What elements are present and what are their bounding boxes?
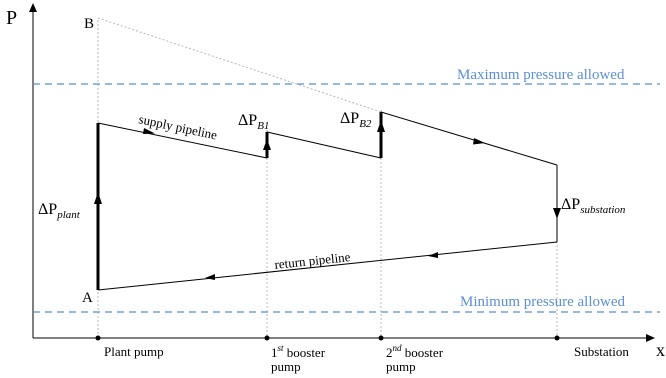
booster-1-label: 1st booster [271,343,326,360]
supply-segment-1 [97,122,268,159]
x-axis-arrow-icon [646,334,655,342]
booster-2-arrow-icon [377,120,385,132]
min-pressure-label: Minimum pressure allowed [460,294,625,310]
delta-p-plant-label: ΔPplant [38,201,81,221]
point-b-label: B [84,16,94,32]
delta-p-b1-label: ΔPB1 [238,112,269,132]
return-pipeline-label: return pipeline [274,249,352,272]
booster-2-label-line2: pump [386,359,416,374]
substation-marker [554,335,560,341]
substation-label: Substation [574,344,629,359]
return-arrow-1-icon [428,252,438,258]
y-axis-label: P [6,7,17,29]
supply-arrow-3-icon [473,138,485,145]
booster-1-label-line2: pump [271,359,301,374]
plant-rise-arrow-icon [94,192,102,204]
supply-segment-2 [266,131,382,159]
booster-2-label: 2nd booster [386,343,444,360]
supply-pipeline-label: supply pipeline [137,111,218,142]
plant-pump-label: Plant pump [104,344,164,359]
return-pipeline-line [97,241,558,291]
delta-p-b2-label: ΔPB2 [340,110,372,130]
plant-pump-marker [95,335,101,341]
booster-1-marker [264,335,270,341]
y-axis-arrow-icon [29,3,37,12]
point-a-label: A [82,290,93,306]
booster-1-arrow-icon [263,139,271,150]
return-arrow-2-icon [205,274,215,280]
delta-p-substation-label: ΔPsubstation [561,196,626,216]
supply-arrow-1-icon [143,128,155,134]
max-pressure-label: Maximum pressure allowed [457,67,625,83]
b-reference-line [97,17,382,113]
booster-2-marker [378,335,384,341]
substation-arrow-icon [553,208,561,219]
x-axis-label: x [656,340,665,360]
supply-segment-3 [380,111,558,166]
